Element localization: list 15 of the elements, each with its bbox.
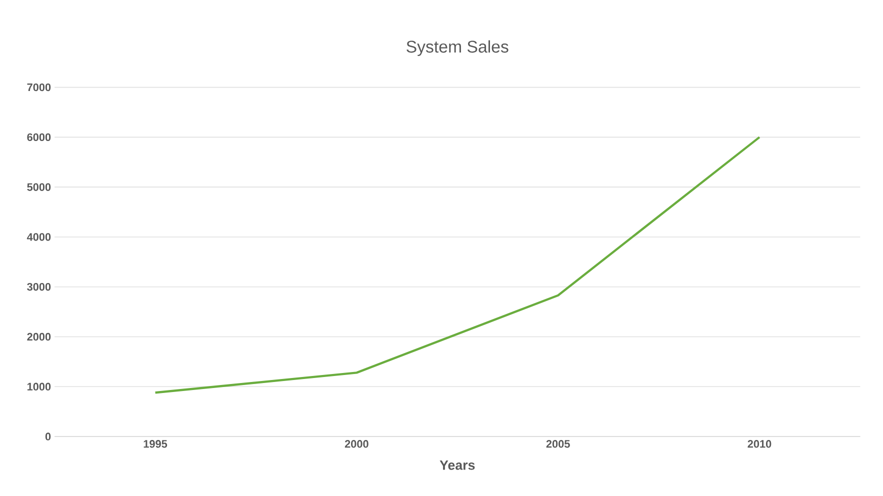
x-tick-label: 2000 [344,440,368,448]
y-tick-label: 2000 [27,332,51,341]
y-tick-label: 7000 [27,83,51,92]
y-tick-label: 1000 [27,382,51,390]
y-tick-label: 6000 [27,133,51,142]
line-series [154,136,761,394]
y-tick-label: 3000 [27,282,51,291]
x-tick-label: 2005 [546,440,570,448]
chart-title: System Sales [406,40,508,56]
y-tick-label: 5000 [27,183,51,191]
y-tick-label: 4000 [26,233,51,241]
x-tick-label: 2010 [748,440,772,448]
x-axis-title: Years [440,460,475,470]
y-tick-label: 0 [45,432,51,440]
x-tick-label: 1995 [144,440,168,448]
